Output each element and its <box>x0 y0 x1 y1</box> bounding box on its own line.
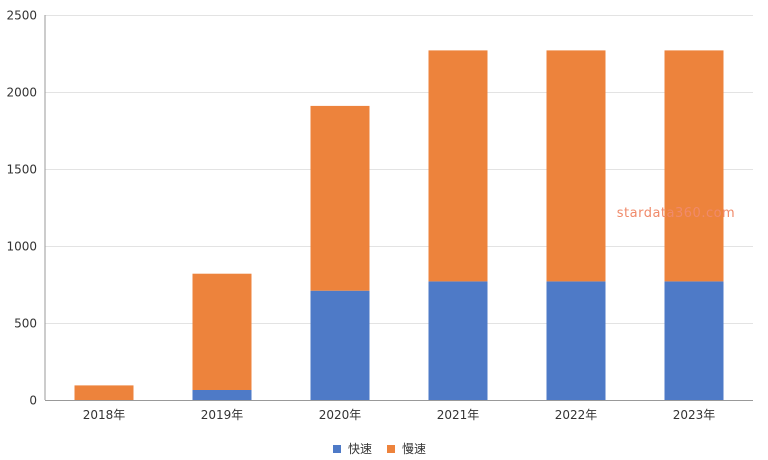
x-tick-label: 2019年 <box>201 408 244 422</box>
bar-segment[interactable] <box>74 385 134 400</box>
legend-label: 快速 <box>348 442 372 456</box>
bars <box>74 50 724 400</box>
y-tick-label: 1000 <box>6 240 37 254</box>
y-tick-label: 2000 <box>6 86 37 100</box>
bar-segment[interactable] <box>546 50 606 282</box>
bar-segment[interactable] <box>664 50 724 282</box>
x-tick-label: 2018年 <box>83 408 126 422</box>
x-tick-label: 2020年 <box>319 408 362 422</box>
y-tick-label: 500 <box>14 317 37 331</box>
axes <box>44 15 753 401</box>
legend-swatch <box>333 445 341 453</box>
y-axis-ticks: 0 500 1000 1500 2000 2500 <box>6 9 37 408</box>
watermark: stardata360.com <box>617 206 735 221</box>
legend[interactable]: 快速 慢速 <box>333 442 426 456</box>
grid-lines <box>45 15 753 324</box>
legend-label: 慢速 <box>402 442 426 456</box>
bar-segment[interactable] <box>192 390 252 400</box>
bar-segment[interactable] <box>546 281 606 400</box>
bar-segment[interactable] <box>428 50 488 282</box>
x-tick-label: 2022年 <box>555 408 598 422</box>
x-tick-label: 2023年 <box>673 408 716 422</box>
y-tick-label: 0 <box>29 394 37 408</box>
bar-segment[interactable] <box>428 281 488 400</box>
bar-segment[interactable] <box>310 290 370 400</box>
x-tick-label: 2021年 <box>437 408 480 422</box>
legend-swatch <box>387 445 395 453</box>
x-axis-ticks: 2018年 2019年 2020年 2021年 2022年 2023年 <box>83 408 716 422</box>
y-tick-label: 2500 <box>6 9 37 23</box>
bar-segment[interactable] <box>664 281 724 400</box>
bar-segment[interactable] <box>192 273 252 390</box>
bar-segment[interactable] <box>310 105 370 291</box>
y-tick-label: 1500 <box>6 163 37 177</box>
